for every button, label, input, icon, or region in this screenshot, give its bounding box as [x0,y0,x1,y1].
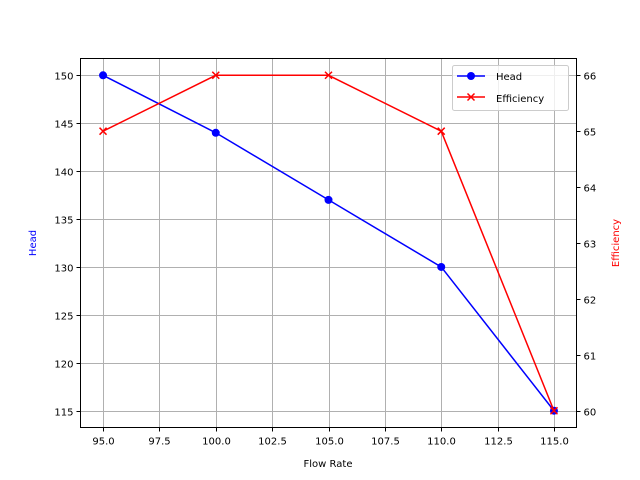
x-tick-label: 97.5 [148,437,170,448]
circle-marker-icon [467,72,475,80]
right-tick-label: 66 [584,72,597,83]
head-point [99,71,108,80]
head-point [324,195,333,204]
series-efficiency [99,71,558,415]
left-tick-label: 150 [54,72,73,83]
left-tick-label: 135 [54,216,73,227]
left-tick-label: 130 [54,264,73,275]
head-point [211,128,220,137]
left-tick-label: 120 [54,360,73,371]
efficiency-point [324,71,333,80]
left-tick-label: 125 [54,312,73,323]
efficiency-point [211,71,220,80]
x-tick-label: 95.0 [92,437,114,448]
left-tick-label: 145 [54,120,73,131]
right-tick-label: 61 [584,352,597,363]
x-tick-label: 105.0 [315,437,344,448]
x-marker-icon [466,92,476,102]
left-tick-label: 115 [54,408,73,419]
right-tick-label: 65 [584,128,597,139]
x-axis-ticks: 95.0 97.5 100.0 102.5 105.0 107.5 110.0 112.5 11… [92,427,569,448]
efficiency-point [99,127,108,136]
left-axis-ticks: 115 120 125 130 135 140 145 150 [54,72,81,419]
right-axis-ticks: 60 61 62 63 64 65 66 [576,72,597,419]
x-tick-label: 100.0 [202,437,231,448]
x-axis-label: Flow Rate [304,459,353,470]
right-tick-label: 62 [584,296,597,307]
legend-head-label: Head [496,72,522,83]
head-point [437,262,446,271]
efficiency-line [102,74,555,412]
left-tick-label: 140 [54,168,73,179]
right-tick-label: 60 [584,408,597,419]
right-tick-label: 64 [584,184,597,195]
x-tick-label: 102.5 [258,437,287,448]
efficiency-point [549,406,558,415]
x-tick-label: 112.5 [484,437,513,448]
x-tick-label: 110.0 [427,437,456,448]
grid-lines [80,58,577,428]
x-tick-label: 107.5 [371,437,400,448]
legend: Head Efficiency [452,65,569,111]
plot-frame [80,58,577,428]
right-tick-label: 63 [584,240,597,251]
legend-efficiency-label: Efficiency [496,94,544,105]
x-tick-label: 115.0 [540,437,569,448]
efficiency-point [437,127,446,136]
left-axis-label: Head [28,230,39,256]
right-axis-label: Efficiency [611,219,622,267]
